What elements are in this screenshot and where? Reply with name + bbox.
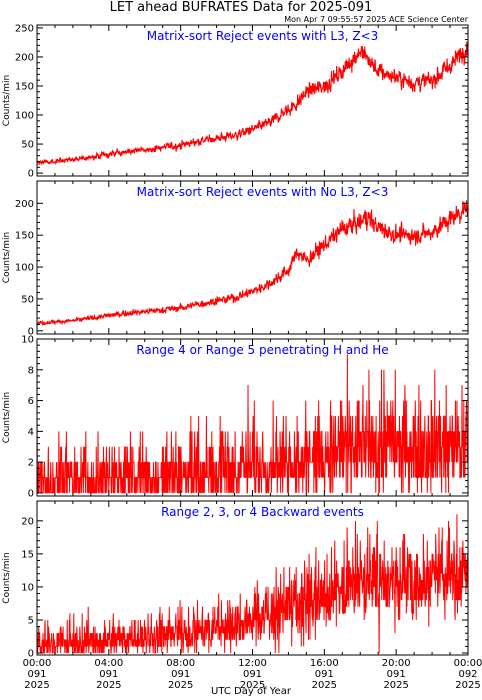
y-tick-label: 0 <box>28 649 34 660</box>
x-tick-day: 091 <box>99 669 118 680</box>
x-tick-day: 091 <box>27 669 46 680</box>
x-tick-day: 091 <box>387 669 406 680</box>
y-tick-label: 8 <box>28 365 34 376</box>
panel-title: Range 4 or Range 5 penetrating H and He <box>136 343 388 357</box>
x-tick-year: 2025 <box>455 680 480 691</box>
x-tick-year: 2025 <box>383 680 408 691</box>
y-tick-label: 100 <box>15 111 34 122</box>
figure-title: LET ahead BUFRATES Data for 2025-091 <box>110 0 373 15</box>
x-tick-year: 2025 <box>168 680 193 691</box>
x-tick-year: 2025 <box>240 680 265 691</box>
series-line <box>37 41 468 166</box>
y-tick-label: 50 <box>21 294 34 305</box>
y-axis-label: Counts/min <box>2 75 12 126</box>
x-tick-day: 091 <box>315 669 334 680</box>
x-tick-time: 00:00 <box>454 658 482 669</box>
y-tick-label: 50 <box>21 140 34 151</box>
panel-2: 0 50 100 150 200 Counts/min Matrix-sort Reject… <box>2 180 469 337</box>
y-tick-label: 0 <box>28 488 34 499</box>
y-tick-label: 10 <box>21 582 34 593</box>
series-line <box>37 200 468 326</box>
x-tick-time: 16:00 <box>310 658 339 669</box>
x-tick-time: 00:00 <box>23 658 52 669</box>
panel-3: 0 2 4 6 8 10 Counts/min Range 4 or Range 5 pene… <box>2 335 469 499</box>
y-tick-label: 15 <box>21 549 34 560</box>
y-tick-label: 10 <box>21 335 34 346</box>
y-axis-label: Counts/min <box>2 232 12 283</box>
y-tick-label: 2 <box>28 458 34 469</box>
y-tick-label: 20 <box>21 516 34 527</box>
x-tick-time: 20:00 <box>382 658 411 669</box>
x-tick-year: 2025 <box>24 680 49 691</box>
panel-4: 0 5 10 15 20 Counts/min Range 2, 3, or 4 Backw… <box>2 500 469 660</box>
y-tick-label: 0 <box>28 326 34 337</box>
series-line <box>37 354 468 494</box>
y-tick-label: 0 <box>28 169 34 180</box>
y-tick-label: 5 <box>28 615 34 626</box>
y-tick-label: 150 <box>15 81 34 92</box>
x-axis-label: UTC Day of Year <box>211 686 292 697</box>
panel-title: Matrix-sort Reject events with No L3, Z<… <box>137 185 389 199</box>
plot-frame <box>36 180 469 335</box>
x-tick-year: 2025 <box>312 680 337 691</box>
y-tick-label: 100 <box>15 263 34 274</box>
x-tick-year: 2025 <box>96 680 121 691</box>
x-tick-day: 092 <box>458 669 477 680</box>
x-tick-day: 091 <box>243 669 262 680</box>
y-tick-label: 200 <box>15 52 34 63</box>
y-axis-label: Counts/min <box>2 392 12 443</box>
y-tick-label: 200 <box>15 199 34 210</box>
panel-title: Matrix-sort Reject events with L3, Z<3 <box>147 29 379 43</box>
y-axis-label: Counts/min <box>2 552 12 603</box>
x-tick-time: 08:00 <box>166 658 195 669</box>
y-tick-label: 150 <box>15 231 34 242</box>
x-tick-day: 091 <box>171 669 190 680</box>
x-tick-time: 12:00 <box>238 658 267 669</box>
y-tick-label: 6 <box>28 396 34 407</box>
y-tick-label: 250 <box>15 23 34 34</box>
x-tick-time: 04:00 <box>94 658 123 669</box>
time-axis: 00:00091202504:00091202508:00091202512:0… <box>23 658 482 691</box>
panel-1: 0 50 100 150 200 250 Counts/min Matrix-sort Rej… <box>2 23 469 180</box>
series-line <box>37 514 468 654</box>
y-tick-label: 4 <box>28 427 34 438</box>
panel-title: Range 2, 3, or 4 Backward events <box>161 505 364 519</box>
generation-stamp: Mon Apr 7 09:55:57 2025 ACE Science Cent… <box>284 15 469 24</box>
